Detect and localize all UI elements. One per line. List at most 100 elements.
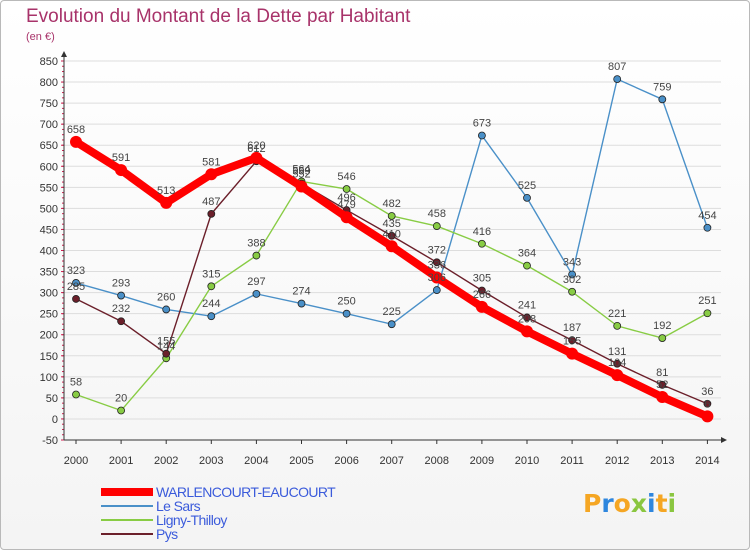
data-point — [613, 321, 622, 330]
legend-label: WARLENCOURT-EAUCOURT — [156, 484, 336, 500]
data-point — [205, 168, 218, 181]
y-tick-label: 650 — [40, 140, 58, 152]
data-point — [295, 180, 308, 193]
data-label: 323 — [67, 265, 85, 277]
data-label: 302 — [563, 274, 581, 286]
data-label: 525 — [518, 180, 536, 192]
data-point — [117, 406, 125, 415]
data-label: 388 — [247, 238, 265, 250]
y-tick-label: 600 — [40, 161, 58, 173]
legend-item: Ligny-Thilloy — [101, 513, 335, 527]
data-label: 244 — [202, 298, 220, 310]
y-tick-label: 800 — [40, 77, 58, 89]
x-tick-label: 2009 — [470, 455, 494, 467]
data-label: 620 — [247, 140, 265, 152]
data-point — [72, 295, 80, 303]
data-point — [342, 185, 351, 193]
data-label: 285 — [67, 281, 85, 293]
data-point — [477, 239, 486, 248]
logo-letter: r — [601, 489, 614, 518]
legend-swatch — [101, 533, 153, 535]
y-tick-label: 400 — [40, 246, 58, 258]
data-point — [387, 320, 396, 329]
data-label: 241 — [518, 299, 536, 311]
data-point — [117, 291, 125, 300]
data-label: 759 — [653, 81, 671, 93]
data-label: 658 — [67, 124, 85, 136]
x-tick-label: 2011 — [560, 455, 584, 467]
data-label: 673 — [473, 118, 491, 130]
data-label: 36 — [701, 386, 713, 398]
data-point — [703, 223, 712, 232]
data-label: 559 — [292, 166, 310, 178]
data-point — [430, 271, 443, 284]
data-label: 458 — [428, 208, 446, 220]
data-point — [568, 336, 576, 345]
chart-subtitle: (en €) — [26, 31, 55, 43]
proxiti-logo: Proxiti — [583, 489, 676, 518]
legend-item: WARLENCOURT-EAUCOURT — [101, 484, 336, 500]
data-point — [658, 380, 667, 389]
data-label: 251 — [698, 295, 716, 307]
x-tick-label: 2012 — [605, 455, 629, 467]
data-point — [477, 286, 486, 295]
data-label: 187 — [563, 322, 581, 334]
y-tick-label: 100 — [40, 372, 58, 384]
data-point — [566, 347, 579, 360]
data-point — [475, 300, 488, 313]
logo-letter: i — [647, 489, 656, 518]
data-label: 221 — [608, 308, 626, 320]
y-tick-label: 0 — [52, 414, 58, 426]
data-point — [70, 135, 82, 148]
data-label: 364 — [518, 248, 536, 260]
data-label: 266 — [473, 289, 491, 301]
data-point — [613, 75, 622, 84]
data-point — [703, 399, 712, 408]
data-label: 410 — [383, 228, 401, 240]
data-label: 104 — [608, 357, 626, 369]
data-point — [432, 258, 441, 267]
data-label: 487 — [202, 196, 220, 208]
data-point — [658, 95, 667, 104]
data-point — [568, 287, 576, 296]
x-tick-label: 2013 — [650, 455, 674, 467]
data-point — [117, 317, 125, 326]
legend-label: Ligny-Thilloy — [156, 512, 227, 528]
data-point — [611, 369, 624, 382]
data-label: 52 — [656, 379, 668, 391]
data-point — [162, 349, 171, 358]
data-label: 250 — [337, 296, 355, 308]
data-point — [658, 334, 667, 342]
y-tick-label: 500 — [40, 203, 58, 215]
data-label: 155 — [563, 336, 581, 348]
data-point — [385, 240, 398, 253]
data-label: 336 — [428, 259, 446, 271]
data-point — [432, 222, 441, 230]
data-point — [703, 309, 712, 318]
legend-swatch — [101, 488, 153, 496]
y-tick-label: 200 — [40, 330, 58, 342]
data-point — [72, 279, 80, 287]
x-tick-label: 2005 — [289, 455, 313, 467]
x-tick-label: 2007 — [379, 455, 403, 467]
data-label: 546 — [337, 171, 355, 183]
data-point — [250, 151, 263, 164]
data-point — [207, 209, 216, 218]
data-label: 479 — [337, 199, 355, 211]
data-point — [207, 312, 216, 321]
data-point — [701, 410, 714, 423]
y-tick-label: 850 — [40, 56, 58, 68]
data-label: 552 — [292, 168, 310, 180]
data-point — [115, 164, 128, 177]
data-label: 58 — [70, 377, 82, 389]
data-label: 564 — [292, 163, 310, 175]
data-label: 274 — [292, 286, 310, 298]
x-tick-label: 2001 — [109, 455, 133, 467]
data-point — [613, 359, 622, 368]
x-tick-label: 2002 — [154, 455, 178, 467]
data-label: 513 — [157, 185, 175, 197]
data-point — [342, 309, 351, 318]
legend: WARLENCOURT-EAUCOURT Le Sars Ligny-Thilloy… — [101, 484, 336, 541]
legend-item: Le Sars — [101, 499, 335, 513]
